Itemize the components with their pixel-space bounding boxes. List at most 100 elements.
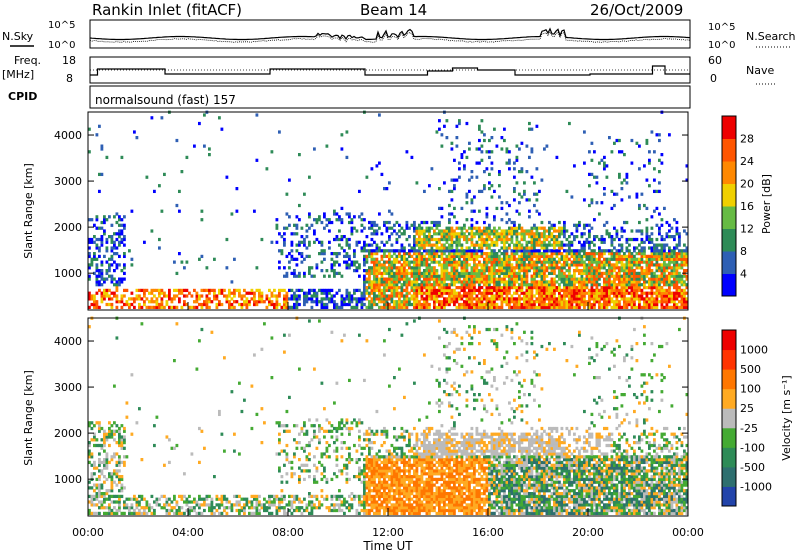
range-gate-cell bbox=[378, 280, 381, 284]
range-gate-cell bbox=[383, 263, 386, 267]
range-gate-cell bbox=[335, 218, 339, 222]
range-gate-cell bbox=[103, 232, 106, 236]
range-gate-cell bbox=[435, 294, 439, 298]
range-gate-cell bbox=[558, 305, 561, 310]
range-gate-cell bbox=[655, 249, 659, 253]
range-gate-cell bbox=[625, 172, 629, 177]
range-gate-cell bbox=[205, 288, 209, 293]
range-gate-cell bbox=[178, 288, 181, 293]
range-gate-cell bbox=[533, 181, 536, 185]
range-gate-cell bbox=[175, 203, 179, 208]
range-gate-cell bbox=[415, 181, 419, 185]
range-gate-cell bbox=[505, 161, 509, 165]
range-gate-cell bbox=[113, 469, 116, 473]
range-gate-cell bbox=[443, 291, 446, 295]
range-gate-cell bbox=[605, 263, 609, 267]
range-gate-cell bbox=[255, 302, 259, 307]
range-gate-cell bbox=[290, 460, 294, 465]
range-gate-cell bbox=[393, 302, 396, 307]
range-gate-cell bbox=[160, 494, 164, 499]
range-gate-cell bbox=[680, 252, 684, 256]
range-gate-cell bbox=[253, 494, 256, 499]
range-gate-cell bbox=[390, 297, 394, 301]
range-gate-cell bbox=[313, 475, 316, 479]
range-gate-cell bbox=[200, 305, 204, 310]
range-gate-cell bbox=[118, 426, 121, 431]
range-gate-cell bbox=[538, 260, 541, 264]
range-gate-cell bbox=[600, 237, 604, 242]
range-gate-cell bbox=[445, 136, 449, 140]
range-gate-cell bbox=[548, 263, 551, 267]
range-gate-cell bbox=[463, 254, 466, 259]
range-gate-cell bbox=[660, 291, 664, 295]
range-gate-cell bbox=[283, 305, 286, 310]
range-gate-cell bbox=[488, 277, 491, 281]
range-gate-cell bbox=[445, 288, 449, 293]
range-gate-cell bbox=[453, 302, 456, 307]
range-gate-cell bbox=[478, 229, 481, 233]
range-gate-cell bbox=[590, 158, 594, 162]
range-gate-cell bbox=[365, 235, 369, 239]
range-gate-cell bbox=[308, 452, 311, 456]
range-gate-cell bbox=[95, 133, 99, 137]
range-gate-cell bbox=[373, 283, 376, 287]
range-gate-cell bbox=[430, 286, 434, 290]
range-gate-cell bbox=[438, 300, 441, 304]
range-gate-cell bbox=[568, 277, 571, 281]
range-gate-cell bbox=[435, 232, 439, 236]
range-gate-cell bbox=[105, 271, 109, 276]
range-gate-cell bbox=[370, 167, 374, 171]
range-gate-cell bbox=[495, 144, 499, 148]
range-gate-cell bbox=[458, 274, 461, 278]
range-gate-cell bbox=[348, 300, 351, 304]
range-gate-cell bbox=[540, 297, 544, 301]
range-gate-cell bbox=[293, 271, 296, 276]
range-gate-cell bbox=[338, 229, 341, 233]
range-gate-cell bbox=[628, 271, 631, 276]
range-gate-cell bbox=[558, 274, 561, 278]
range-gate-cell bbox=[585, 302, 589, 307]
range-gate-cell bbox=[440, 249, 444, 253]
range-gate-cell bbox=[308, 288, 311, 293]
range-gate-cell bbox=[308, 475, 311, 479]
range-gate-cell bbox=[450, 212, 454, 216]
range-gate-cell bbox=[570, 291, 574, 295]
range-gate-cell bbox=[195, 300, 199, 304]
range-gate-cell bbox=[120, 477, 124, 482]
range-gate-cell bbox=[665, 294, 669, 298]
range-gate-cell bbox=[568, 288, 571, 293]
range-gate-cell bbox=[210, 497, 214, 501]
range-gate-cell bbox=[158, 184, 161, 188]
range-gate-cell bbox=[110, 489, 114, 493]
range-gate-cell bbox=[230, 508, 234, 513]
range-gate-cell bbox=[363, 277, 366, 281]
range-gate-cell bbox=[528, 300, 531, 304]
range-gate-cell bbox=[490, 167, 494, 171]
range-gate-cell bbox=[470, 280, 474, 284]
range-gate-cell bbox=[415, 274, 419, 278]
range-gate-cell bbox=[463, 294, 466, 298]
range-gate-cell bbox=[93, 438, 96, 442]
range-gate-cell bbox=[400, 300, 404, 304]
range-gate-cell bbox=[633, 237, 636, 242]
range-gate-cell bbox=[485, 229, 489, 233]
range-gate-cell bbox=[378, 300, 381, 304]
range-gate-cell bbox=[395, 274, 399, 278]
range-gate-cell bbox=[550, 302, 554, 307]
range-gate-cell bbox=[313, 240, 316, 244]
range-gate-cell bbox=[663, 283, 666, 287]
range-gate-cell bbox=[383, 266, 386, 270]
range-gate-cell bbox=[535, 274, 539, 278]
range-gate-cell bbox=[295, 508, 299, 513]
range-gate-cell bbox=[418, 226, 421, 230]
range-gate-cell bbox=[655, 133, 659, 137]
range-gate-cell bbox=[118, 503, 121, 507]
range-gate-cell bbox=[458, 302, 461, 307]
range-gate-cell bbox=[650, 286, 654, 290]
range-gate-cell bbox=[578, 305, 581, 310]
range-gate-cell bbox=[363, 243, 366, 247]
range-gate-cell bbox=[550, 271, 554, 276]
range-gate-cell bbox=[508, 243, 511, 247]
range-gate-cell bbox=[428, 232, 431, 236]
range-gate-cell bbox=[295, 441, 299, 445]
